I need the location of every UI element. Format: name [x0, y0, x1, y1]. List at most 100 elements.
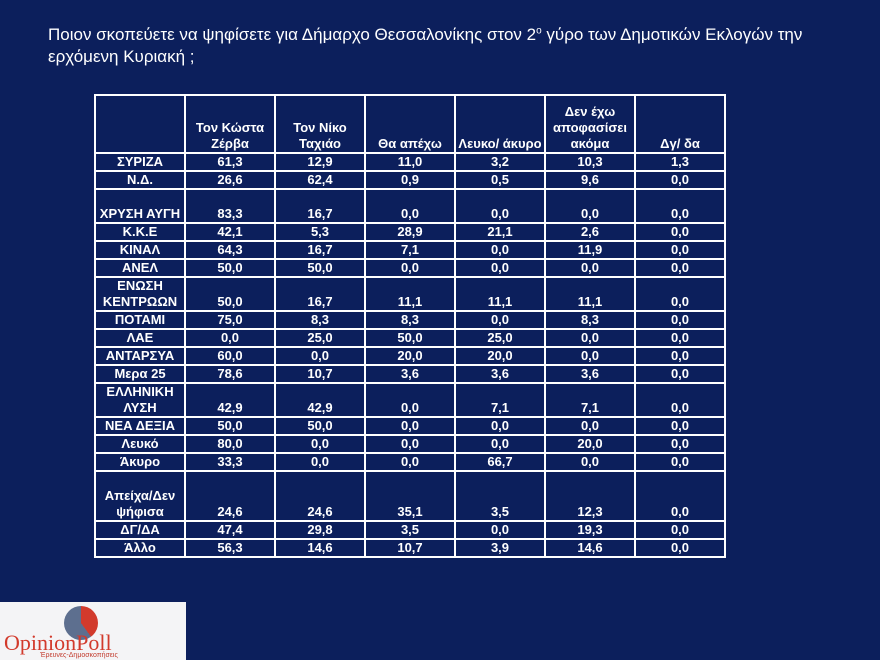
table-row: ΝΕΑ ΔΕΞΙΑ 50,0 50,0 0,0 0,0 0,0 0,0 — [94, 416, 726, 436]
table-cell: 3,2 — [454, 152, 546, 172]
table-cell: 0,9 — [364, 170, 456, 190]
row-label: ΑΝΕΛ — [94, 258, 186, 278]
table-row: ΔΓ/ΔΑ 47,4 29,8 3,5 0,0 19,3 0,0 — [94, 520, 726, 540]
table-cell: 0,0 — [634, 538, 726, 558]
table-cell: 62,4 — [274, 170, 366, 190]
column-header: Δγ/ δα — [634, 94, 726, 154]
table-row: Άλλο 56,3 14,6 10,7 3,9 14,6 0,0 — [94, 538, 726, 558]
table-cell: 3,5 — [454, 470, 546, 522]
table-row: Άκυρο 33,3 0,0 0,0 66,7 0,0 0,0 — [94, 452, 726, 472]
table-cell: 42,9 — [184, 382, 276, 418]
table-cell: 2,6 — [544, 222, 636, 242]
table-cell: 78,6 — [184, 364, 276, 384]
table-cell: 12,9 — [274, 152, 366, 172]
row-label: ΛΑΕ — [94, 328, 186, 348]
table-cell: 0,0 — [454, 188, 546, 224]
table-cell: 0,0 — [454, 240, 546, 260]
table-cell: 0,0 — [544, 346, 636, 366]
slide-title: Ποιον σκοπεύετε να ψηφίσετε για Δήμαρχο … — [48, 25, 803, 66]
table-row: ΕΝΩΣΗ ΚΕΝΤΡΩΩΝ 50,0 16,7 11,1 11,1 11,1 0,0 — [94, 276, 726, 312]
results-table: Τον Κώστα Ζέρβα Τον Νίκο Ταχιάο Θα απέχω… — [94, 94, 726, 558]
table-cell: 50,0 — [274, 258, 366, 278]
table-cell: 0,0 — [544, 258, 636, 278]
table-cell: 11,1 — [364, 276, 456, 312]
table-cell: 10,7 — [364, 538, 456, 558]
table-cell: 20,0 — [454, 346, 546, 366]
table-cell: 0,0 — [634, 520, 726, 540]
table-cell: 64,3 — [184, 240, 276, 260]
table-cell: 29,8 — [274, 520, 366, 540]
table-cell: 0,0 — [634, 222, 726, 242]
table-cell: 0,0 — [634, 328, 726, 348]
row-label: ΠΟΤΑΜΙ — [94, 310, 186, 330]
table-cell: 0,0 — [274, 434, 366, 454]
table-row: ΚΙΝΑΛ 64,3 16,7 7,1 0,0 11,9 0,0 — [94, 240, 726, 260]
logo-mark — [64, 606, 98, 640]
table-cell: 0,5 — [454, 170, 546, 190]
table-cell: 24,6 — [274, 470, 366, 522]
table-cell: 16,7 — [274, 188, 366, 224]
logo-wordmark: OpinionPoll — [4, 630, 112, 655]
table-cell: 12,3 — [544, 470, 636, 522]
row-label: ΚΙΝΑΛ — [94, 240, 186, 260]
table-cell: 0,0 — [634, 470, 726, 522]
table-cell: 21,1 — [454, 222, 546, 242]
table-row: ΕΛΛΗΝΙΚΗ ΛΥΣΗ 42,9 42,9 0,0 7,1 7,1 0,0 — [94, 382, 726, 418]
row-label: Άκυρο — [94, 452, 186, 472]
column-header — [94, 94, 186, 154]
column-header: Λευκο/ άκυρο — [454, 94, 546, 154]
table-cell: 0,0 — [634, 240, 726, 260]
table-cell: 0,0 — [634, 416, 726, 436]
table-cell: 26,6 — [184, 170, 276, 190]
table-cell: 0,0 — [454, 310, 546, 330]
table-cell: 50,0 — [364, 328, 456, 348]
row-label: Κ.Κ.Ε — [94, 222, 186, 242]
table-cell: 75,0 — [184, 310, 276, 330]
column-header: Θα απέχω — [364, 94, 456, 154]
row-label: ΧΡΥΣΗ ΑΥΓΗ — [94, 188, 186, 224]
row-label: ΣΥΡΙΖΑ — [94, 152, 186, 172]
logo-tagline: Έρευνες-Δημοσκοπήσεις — [40, 652, 118, 659]
column-header: Τον Κώστα Ζέρβα — [184, 94, 276, 154]
table-cell: 0,0 — [454, 258, 546, 278]
table-cell: 83,3 — [184, 188, 276, 224]
row-label: ΕΛΛΗΝΙΚΗ ΛΥΣΗ — [94, 382, 186, 418]
table-cell: 0,0 — [364, 416, 456, 436]
row-label: Λευκό — [94, 434, 186, 454]
table-cell: 20,0 — [544, 434, 636, 454]
table-cell: 0,0 — [364, 382, 456, 418]
table-cell: 42,1 — [184, 222, 276, 242]
table-cell: 14,6 — [544, 538, 636, 558]
table-cell: 9,6 — [544, 170, 636, 190]
table-row: Λευκό 80,0 0,0 0,0 0,0 20,0 0,0 — [94, 434, 726, 454]
row-label: ΔΓ/ΔΑ — [94, 520, 186, 540]
table-cell: 1,3 — [634, 152, 726, 172]
row-label: Άλλο — [94, 538, 186, 558]
table-cell: 0,0 — [184, 328, 276, 348]
table-cell: 10,7 — [274, 364, 366, 384]
table-cell: 16,7 — [274, 276, 366, 312]
table-row: Ν.Δ. 26,6 62,4 0,9 0,5 9,6 0,0 — [94, 170, 726, 190]
table-cell: 0,0 — [634, 382, 726, 418]
table-cell: 16,7 — [274, 240, 366, 260]
table-cell: 0,0 — [364, 434, 456, 454]
table-cell: 8,3 — [364, 310, 456, 330]
table-cell: 0,0 — [634, 170, 726, 190]
table-cell: 0,0 — [274, 452, 366, 472]
table-cell: 0,0 — [454, 434, 546, 454]
table-cell: 0,0 — [364, 258, 456, 278]
table-cell: 66,7 — [454, 452, 546, 472]
table-row: ΧΡΥΣΗ ΑΥΓΗ 83,3 16,7 0,0 0,0 0,0 0,0 — [94, 188, 726, 224]
row-label: Απείχα/Δεν ψήφισα — [94, 470, 186, 522]
column-header: Τον Νίκο Ταχιάο — [274, 94, 366, 154]
table-cell: 0,0 — [634, 452, 726, 472]
table-cell: 28,9 — [364, 222, 456, 242]
table-cell: 14,6 — [274, 538, 366, 558]
table-cell: 3,6 — [364, 364, 456, 384]
table-cell: 11,1 — [454, 276, 546, 312]
table-cell: 11,1 — [544, 276, 636, 312]
table-cell: 47,4 — [184, 520, 276, 540]
table-cell: 8,3 — [274, 310, 366, 330]
row-label: Μερα 25 — [94, 364, 186, 384]
table-cell: 80,0 — [184, 434, 276, 454]
